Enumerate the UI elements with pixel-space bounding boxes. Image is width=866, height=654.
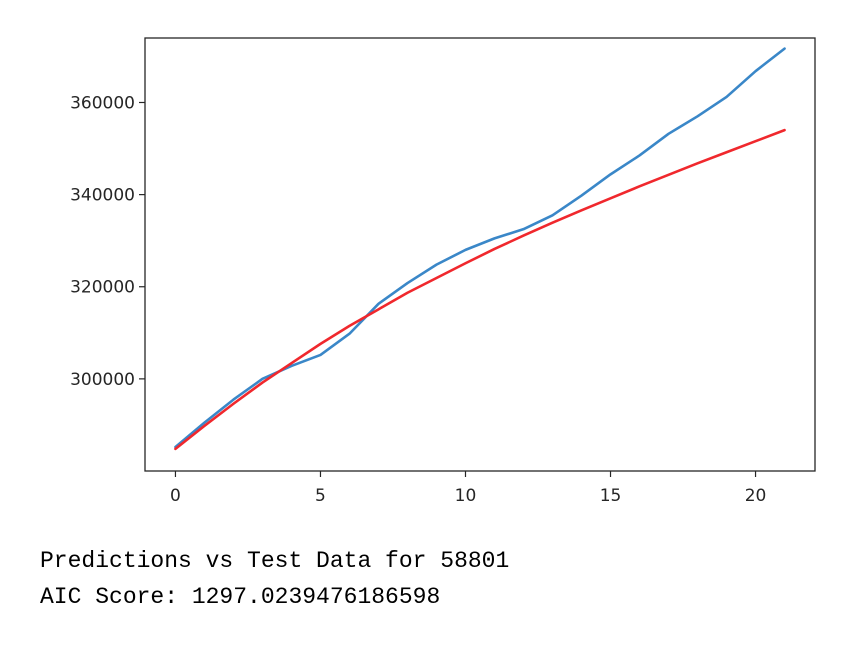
y-axis-ticks: 300000 320000 340000 360000: [70, 93, 145, 390]
caption-title: Predictions vs Test Data for 58801: [40, 548, 510, 574]
caption-aic-score: AIC Score: 1297.0239476186598: [40, 584, 441, 610]
y-tick-label: 320000: [70, 278, 135, 298]
series-line-2: [174, 128, 786, 451]
x-tick-label: 5: [315, 486, 326, 506]
series-layer: [174, 47, 786, 451]
x-tick-label: 10: [455, 486, 477, 506]
y-tick-label: 360000: [70, 93, 135, 113]
x-axis-ticks: 0 5 10 15 20: [170, 471, 766, 506]
line-chart: 0 5 10 15 20 300000 320000 340000 360000: [70, 37, 816, 506]
y-tick-label: 340000: [70, 186, 135, 206]
y-tick-label: 300000: [70, 370, 135, 390]
x-tick-label: 15: [600, 486, 622, 506]
x-tick-label: 0: [170, 486, 181, 506]
plot-area-frame: [144, 37, 816, 472]
x-tick-label: 20: [745, 486, 767, 506]
